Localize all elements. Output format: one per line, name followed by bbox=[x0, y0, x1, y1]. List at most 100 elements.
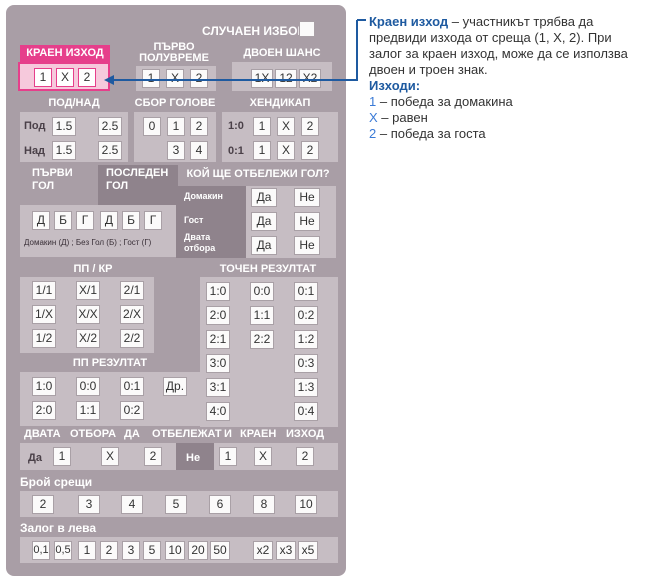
exact-score-3-1[interactable]: 3:1 bbox=[206, 378, 230, 397]
stake-10[interactable]: 10 bbox=[165, 541, 185, 560]
handicap-0-1-option-1[interactable]: 1 bbox=[253, 141, 271, 160]
exact-score-0-1[interactable]: 0:1 bbox=[294, 282, 318, 301]
last-goal-home[interactable]: Д bbox=[100, 211, 118, 230]
exact-score-0-3[interactable]: 0:3 bbox=[294, 354, 318, 373]
halftime-option-1[interactable]: 1 bbox=[142, 69, 160, 88]
final-result-option-x[interactable]: X bbox=[56, 68, 74, 87]
double-chance-12[interactable]: 12 bbox=[275, 69, 297, 88]
ht-ft-1-x[interactable]: 1/X bbox=[32, 305, 56, 324]
first-goal-home[interactable]: Д bbox=[32, 211, 50, 230]
exact-score-0-2[interactable]: 0:2 bbox=[294, 306, 318, 325]
exact-score-2-2[interactable]: 2:2 bbox=[250, 330, 274, 349]
stake-x5[interactable]: x5 bbox=[298, 541, 318, 560]
handicap-0-1-option-x[interactable]: X bbox=[277, 141, 295, 160]
ht-result-1-1[interactable]: 1:1 bbox=[76, 401, 100, 420]
ht-result-0-2[interactable]: 0:2 bbox=[120, 401, 144, 420]
who-scores-both-label-1: Двата bbox=[184, 232, 211, 242]
ht-result-0-1[interactable]: 0:1 bbox=[120, 377, 144, 396]
who-scores-home-no[interactable]: Не bbox=[294, 188, 320, 207]
stake-20[interactable]: 20 bbox=[188, 541, 208, 560]
both-final-yes-2[interactable]: 2 bbox=[144, 447, 162, 466]
over-under-under-label: Под bbox=[24, 120, 46, 132]
total-goals-4[interactable]: 4 bbox=[190, 141, 208, 160]
first-goal-away[interactable]: Г bbox=[76, 211, 94, 230]
who-scores-both-label-2: отбора bbox=[184, 243, 216, 253]
exact-score-3-0[interactable]: 3:0 bbox=[206, 354, 230, 373]
under-2-5[interactable]: 2.5 bbox=[98, 117, 122, 136]
over-1-5[interactable]: 1.5 bbox=[52, 141, 76, 160]
halftime-option-2[interactable]: 2 bbox=[190, 69, 208, 88]
ht-result-2-0[interactable]: 2:0 bbox=[32, 401, 56, 420]
total-goals-0[interactable]: 0 bbox=[143, 117, 161, 136]
handicap-1-0-option-x[interactable]: X bbox=[277, 117, 295, 136]
handicap-1-0-option-2[interactable]: 2 bbox=[301, 117, 319, 136]
first-goal-none[interactable]: Б bbox=[54, 211, 72, 230]
stake-x2[interactable]: x2 bbox=[253, 541, 273, 560]
first-goal-title-1: ПЪРВИ bbox=[32, 167, 73, 179]
handicap-0-1-option-2[interactable]: 2 bbox=[301, 141, 319, 160]
draws-2[interactable]: 2 bbox=[32, 495, 54, 514]
exact-score-4-0[interactable]: 4:0 bbox=[206, 402, 230, 421]
ht-ft-x-x[interactable]: X/X bbox=[76, 305, 100, 324]
exact-score-2-1[interactable]: 2:1 bbox=[206, 330, 230, 349]
both-final-no-2[interactable]: 2 bbox=[296, 447, 314, 466]
total-goals-3[interactable]: 3 bbox=[167, 141, 185, 160]
stake-0-1[interactable]: 0,1 bbox=[32, 541, 50, 560]
halftime-option-x[interactable]: X bbox=[166, 69, 184, 88]
both-final-no-1[interactable]: 1 bbox=[219, 447, 237, 466]
ht-ft-2-2[interactable]: 2/2 bbox=[120, 329, 144, 348]
total-goals-1[interactable]: 1 bbox=[167, 117, 185, 136]
random-choice-checkbox[interactable] bbox=[299, 21, 315, 37]
stake-3[interactable]: 3 bbox=[122, 541, 140, 560]
stake-5[interactable]: 5 bbox=[143, 541, 161, 560]
exact-score-1-2[interactable]: 1:2 bbox=[294, 330, 318, 349]
final-result-option-2[interactable]: 2 bbox=[78, 68, 96, 87]
draws-8[interactable]: 8 bbox=[253, 495, 275, 514]
draws-3[interactable]: 3 bbox=[78, 495, 100, 514]
stake-0-5[interactable]: 0,5 bbox=[54, 541, 72, 560]
draws-4[interactable]: 4 bbox=[121, 495, 143, 514]
ht-result-1-0[interactable]: 1:0 bbox=[32, 377, 56, 396]
who-scores-away-yes[interactable]: Да bbox=[251, 212, 277, 231]
exact-score-1-3[interactable]: 1:3 bbox=[294, 378, 318, 397]
who-scores-both-no[interactable]: Не bbox=[294, 236, 320, 255]
ht-ft-2-1[interactable]: 2/1 bbox=[120, 281, 144, 300]
exact-score-1-1[interactable]: 1:1 bbox=[250, 306, 274, 325]
ht-ft-x-1[interactable]: X/1 bbox=[76, 281, 100, 300]
exact-score-0-4[interactable]: 0:4 bbox=[294, 402, 318, 421]
ht-ft-1-2[interactable]: 1/2 bbox=[32, 329, 56, 348]
ht-ft-1-1[interactable]: 1/1 bbox=[32, 281, 56, 300]
both-final-yes-1[interactable]: 1 bbox=[53, 447, 71, 466]
double-chance-x2[interactable]: X2 bbox=[299, 69, 321, 88]
exact-score-1-0[interactable]: 1:0 bbox=[206, 282, 230, 301]
ht-ft-2-x[interactable]: 2/X bbox=[120, 305, 144, 324]
final-result-option-1[interactable]: 1 bbox=[34, 68, 52, 87]
ht-ft-x-2[interactable]: X/2 bbox=[76, 329, 100, 348]
draws-6[interactable]: 6 bbox=[209, 495, 231, 514]
both-final-yes-x[interactable]: X bbox=[101, 447, 119, 466]
stake-x3[interactable]: x3 bbox=[276, 541, 296, 560]
last-goal-none[interactable]: Б bbox=[122, 211, 140, 230]
draws-10[interactable]: 10 bbox=[295, 495, 317, 514]
stake-1[interactable]: 1 bbox=[78, 541, 96, 560]
handicap-1-0-option-1[interactable]: 1 bbox=[253, 117, 271, 136]
stake-2[interactable]: 2 bbox=[100, 541, 118, 560]
stake-50[interactable]: 50 bbox=[210, 541, 230, 560]
who-scores-both-yes[interactable]: Да bbox=[251, 236, 277, 255]
last-goal-away[interactable]: Г bbox=[144, 211, 162, 230]
who-scores-home-yes[interactable]: Да bbox=[251, 188, 277, 207]
who-scores-away-no[interactable]: Не bbox=[294, 212, 320, 231]
exact-score-2-0[interactable]: 2:0 bbox=[206, 306, 230, 325]
ht-result-0-0[interactable]: 0:0 bbox=[76, 377, 100, 396]
both-final-title-word-7: ИЗХОД bbox=[286, 428, 325, 440]
exact-score-0-0[interactable]: 0:0 bbox=[250, 282, 274, 301]
draws-5[interactable]: 5 bbox=[165, 495, 187, 514]
double-chance-1x[interactable]: 1X bbox=[251, 69, 273, 88]
over-2-5[interactable]: 2.5 bbox=[98, 141, 122, 160]
ht-result-other[interactable]: Др. bbox=[163, 377, 187, 396]
both-final-no-x[interactable]: X bbox=[254, 447, 272, 466]
total-goals-2[interactable]: 2 bbox=[190, 117, 208, 136]
under-1-5[interactable]: 1.5 bbox=[52, 117, 76, 136]
last-goal-title-2: ГОЛ bbox=[106, 180, 129, 192]
